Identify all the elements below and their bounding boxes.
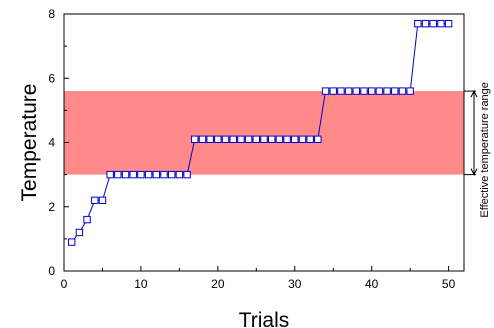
data-point	[406, 87, 414, 95]
data-point	[121, 170, 130, 179]
data-point	[344, 87, 353, 95]
y-tick-label: 6	[48, 71, 55, 85]
data-point	[352, 87, 361, 95]
x-tick-label: 10	[134, 277, 148, 291]
data-point	[106, 170, 114, 179]
band-arrow-up	[470, 89, 478, 98]
data-point	[391, 87, 399, 95]
data-point	[198, 135, 207, 143]
data-point	[321, 87, 330, 95]
data-point	[98, 196, 107, 205]
band-label: Effective temperature range	[479, 82, 491, 218]
data-point	[437, 19, 445, 28]
data-point	[83, 215, 91, 224]
data-point	[314, 135, 322, 143]
data-point	[329, 87, 337, 95]
x-tick-label: 30	[288, 277, 302, 291]
y-tick-label: 8	[48, 7, 55, 21]
data-point	[67, 238, 76, 246]
data-point	[275, 135, 284, 143]
y-axis-title: Temperature	[18, 84, 41, 202]
data-point	[152, 170, 161, 179]
data-point	[229, 135, 237, 143]
data-point	[75, 228, 84, 237]
x-tick-label: 0	[61, 277, 68, 291]
data-point	[298, 135, 307, 143]
tick-layer: 0 10 20 30 40 50 0 2 4 6 8	[48, 7, 455, 291]
data-point	[214, 135, 222, 143]
data-point	[167, 170, 176, 179]
data-point	[337, 87, 345, 95]
data-point	[160, 170, 168, 179]
effective-range-band	[64, 91, 464, 175]
data-point	[383, 87, 391, 95]
data-point	[191, 135, 199, 143]
data-point	[260, 135, 268, 143]
band-annotation	[464, 89, 478, 176]
data-point	[129, 170, 137, 179]
series-layer	[67, 19, 453, 246]
data-point	[444, 19, 453, 28]
data-point	[221, 135, 230, 143]
data-point	[414, 19, 422, 28]
x-axis-title: Trials	[239, 309, 290, 328]
data-point	[175, 170, 184, 179]
x-tick-label: 20	[211, 277, 225, 291]
data-point	[237, 135, 245, 143]
x-tick-label: 50	[442, 277, 456, 291]
data-point	[283, 135, 291, 143]
data-point	[367, 87, 376, 95]
data-point	[398, 87, 407, 95]
data-point	[144, 170, 153, 179]
y-tick-label: 4	[48, 136, 55, 150]
y-tick-label: 2	[48, 200, 55, 214]
data-point	[137, 170, 145, 179]
band-arrow-down	[470, 168, 478, 176]
data-point	[421, 19, 430, 28]
data-point	[252, 135, 261, 143]
data-point	[360, 87, 368, 95]
data-point	[375, 87, 384, 95]
data-point	[306, 135, 314, 143]
y-tick-label: 0	[48, 264, 55, 278]
data-point	[429, 19, 437, 28]
data-point	[91, 196, 99, 205]
data-point	[291, 135, 299, 143]
effective-range-band-layer	[64, 91, 464, 175]
data-point	[267, 135, 276, 143]
data-point	[206, 135, 214, 143]
x-tick-label: 40	[365, 277, 379, 291]
data-point	[244, 135, 253, 143]
data-point	[114, 170, 122, 179]
data-point	[183, 170, 191, 179]
